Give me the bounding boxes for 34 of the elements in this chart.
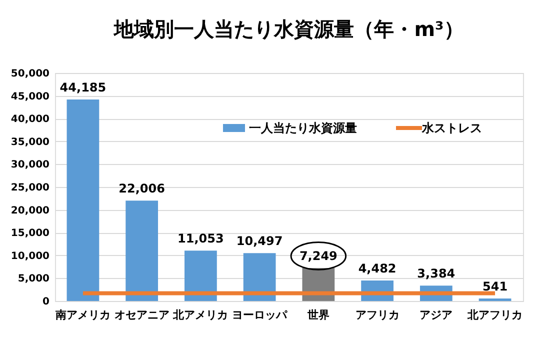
data-label: 44,185	[60, 80, 106, 95]
y-tick-label: 0	[42, 296, 50, 308]
y-tick-label: 15,000	[10, 228, 50, 240]
x-tick-label: ヨーロッパ	[232, 308, 288, 322]
data-label: 22,006	[118, 182, 165, 196]
data-label: 3,384	[417, 266, 456, 281]
y-tick-label: 10,000	[10, 250, 50, 262]
data-label: 541	[482, 280, 508, 294]
data-label: 4,482	[358, 262, 396, 276]
y-tick-label: 45,000	[10, 91, 50, 102]
bar	[184, 250, 217, 301]
x-tick-label: 北アメリカ	[172, 308, 228, 322]
x-tick-label: オセアニア	[114, 308, 170, 322]
y-tick-label: 5,000	[18, 274, 50, 285]
data-label: 7,249	[299, 248, 338, 263]
data-label: 11,053	[178, 232, 224, 246]
data-label: 10,497	[236, 234, 283, 248]
legend-label: 一人当たり水資源量	[249, 121, 357, 135]
y-tick-label: 20,000	[10, 205, 50, 216]
x-tick-label: 世界	[306, 308, 330, 322]
bar	[126, 200, 158, 301]
y-tick-label: 50,000	[10, 68, 50, 80]
y-tick-label: 35,000	[10, 136, 50, 148]
chart-title: 地域別一人当たり水資源量（年・m³）	[113, 17, 464, 41]
x-tick-label: アフリカ	[355, 308, 400, 322]
x-tick-label: 北アフリカ	[466, 308, 523, 322]
y-tick-label: 30,000	[10, 160, 50, 171]
x-tick-label: アジア	[420, 308, 453, 322]
y-tick-label: 25,000	[10, 182, 50, 194]
legend-label: 水ストレス	[421, 121, 482, 135]
y-tick-label: 40,000	[10, 114, 50, 126]
x-tick-label: 南アメリカ	[54, 308, 110, 322]
bar	[66, 100, 100, 301]
bar	[243, 253, 276, 301]
